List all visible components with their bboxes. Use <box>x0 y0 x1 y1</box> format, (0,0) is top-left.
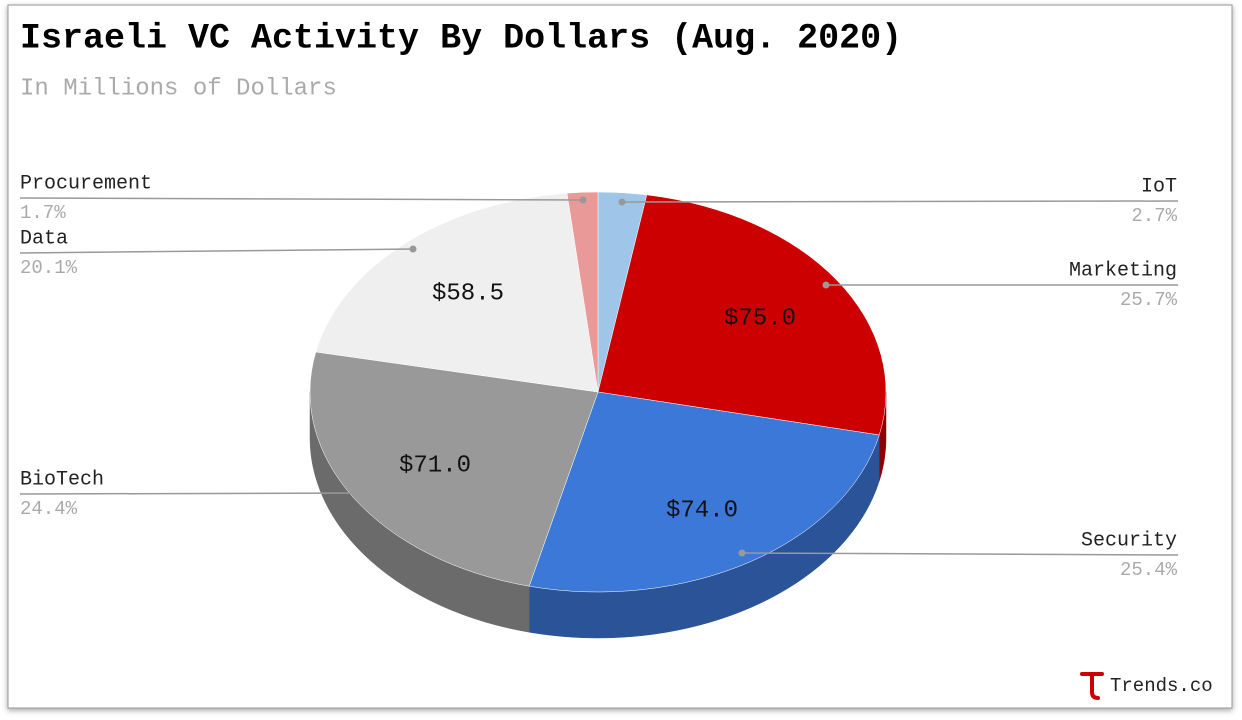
leader-dot <box>361 489 369 497</box>
legend-label: BioTech <box>20 468 104 491</box>
legend-label: Security <box>1081 529 1177 552</box>
value-label: $74.0 <box>666 497 738 524</box>
pie-slice <box>528 391 880 593</box>
logo-icon <box>1080 672 1104 700</box>
pie-slice <box>597 194 887 436</box>
chart-subtitle: In Millions of Dollars <box>20 75 337 102</box>
value-label: $71.0 <box>399 452 471 479</box>
legend-label: IoT <box>1141 175 1177 198</box>
leader-dot <box>579 196 587 204</box>
leader-dot <box>618 198 626 206</box>
legend-label: Data <box>20 227 68 250</box>
leader-line <box>19 248 414 254</box>
pie-slice <box>315 192 599 393</box>
chart-title: Israeli VC Activity By Dollars (Aug. 202… <box>20 18 902 58</box>
pie-tops <box>309 191 887 593</box>
percent-label: 25.4% <box>1120 559 1178 581</box>
percent-label: 2.7% <box>1131 205 1177 227</box>
logo: Trends.co <box>1080 672 1213 700</box>
percent-label: 25.7% <box>1120 289 1178 311</box>
leader-line <box>741 552 1179 556</box>
value-label: $58.5 <box>432 280 504 307</box>
leader-line <box>19 492 366 495</box>
percent-label: 20.1% <box>20 257 78 279</box>
value-label: $75.0 <box>724 305 796 332</box>
leader-line <box>621 200 1179 203</box>
legend-label: Procurement <box>20 172 152 195</box>
leader-dot <box>738 549 746 557</box>
leader-dot <box>409 245 417 253</box>
percent-label: 1.7% <box>20 202 66 224</box>
leader-line <box>19 197 584 201</box>
source: Trends.co <box>1110 675 1213 697</box>
legend-label: Marketing <box>1069 259 1177 282</box>
pie-slice <box>309 351 599 587</box>
percent-label: 24.4% <box>20 498 78 520</box>
pie-slice <box>566 191 599 393</box>
leader-dot <box>822 281 830 289</box>
